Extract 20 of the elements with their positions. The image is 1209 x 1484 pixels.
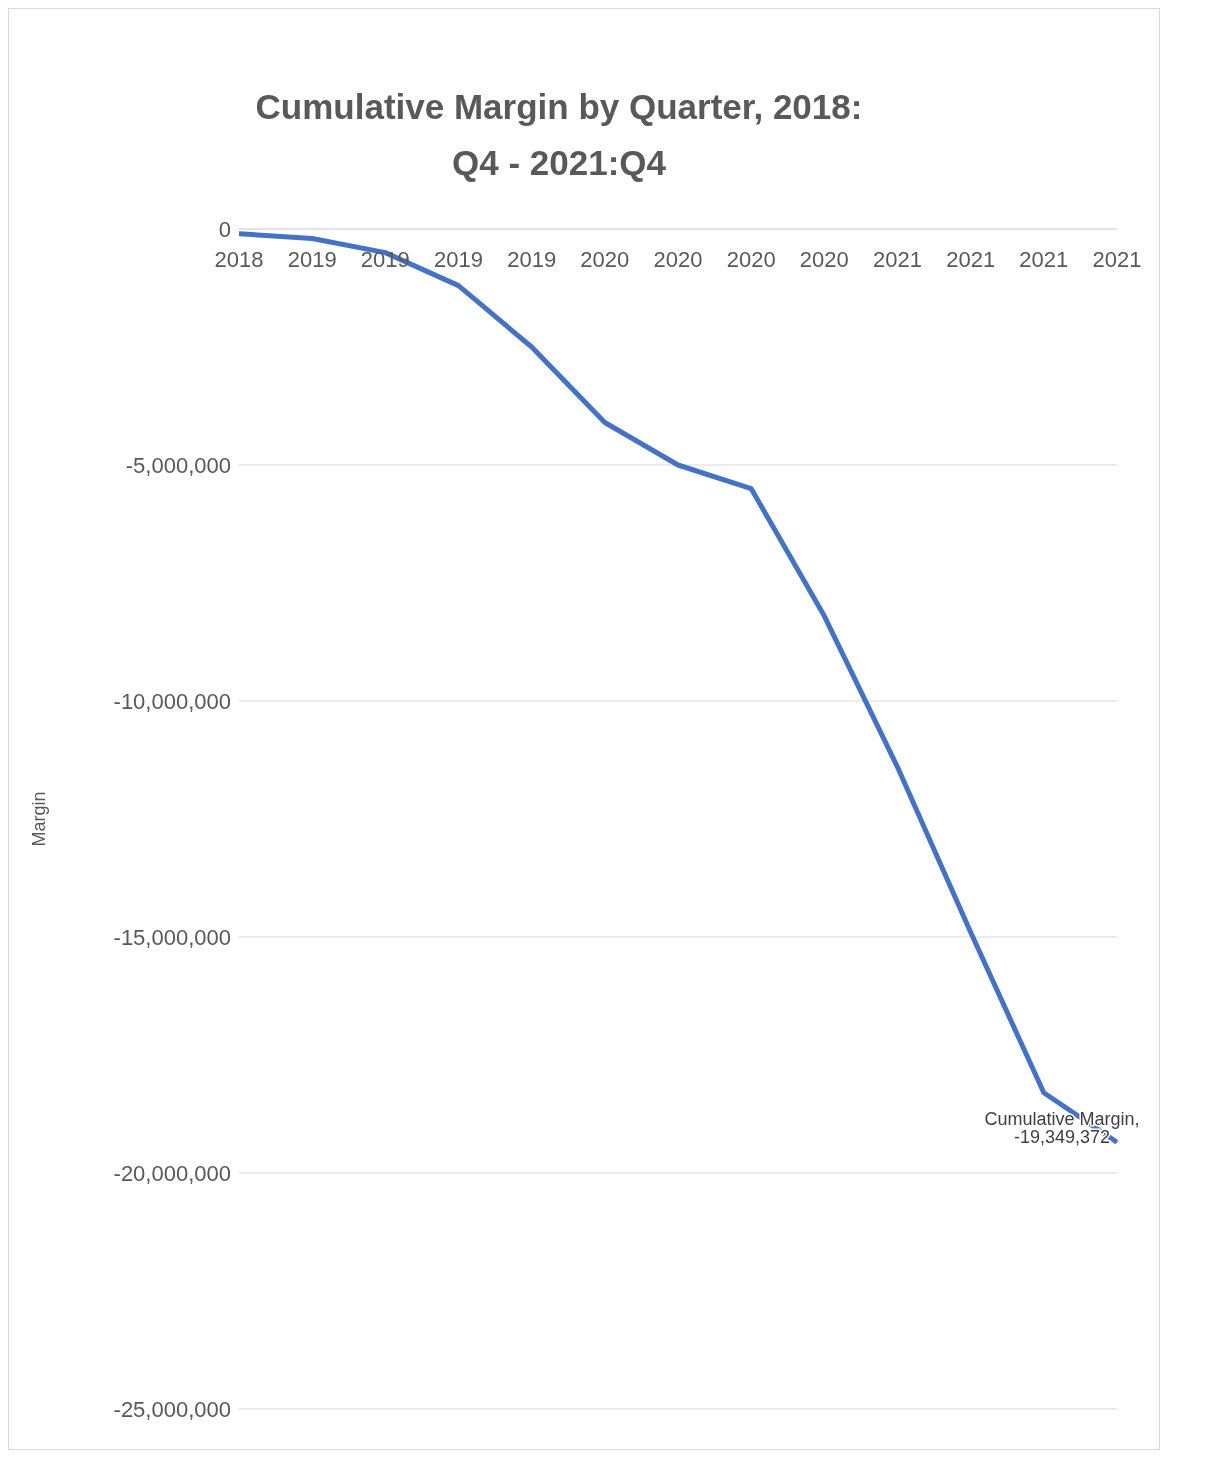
y-tick-label: 0 (218, 216, 231, 242)
x-tick-label: 2020 (653, 247, 703, 272)
x-tick-label: 2021 (1019, 247, 1069, 272)
y-tick-label: -15,000,000 (113, 924, 231, 950)
x-tick-label: 2020 (799, 247, 849, 272)
x-tick-label: 2020 (726, 247, 776, 272)
y-tick-label: -25,000,000 (113, 1396, 231, 1422)
x-tick-label: 2018 (214, 247, 264, 272)
x-tick-label: 2020 (580, 247, 630, 272)
x-tick-label: 2019 (507, 247, 557, 272)
x-tick-label: 2021 (946, 247, 996, 272)
y-tick-label: -5,000,000 (125, 452, 231, 478)
y-tick-label: -10,000,000 (113, 688, 231, 714)
x-tick-label: 2019 (434, 247, 483, 272)
x-tick-label: 2019 (287, 247, 337, 272)
x-tick-label: 2021 (1092, 247, 1142, 272)
chart-title: Cumulative Margin by Quarter, 2018: Q4 - 2021:Q4 (254, 86, 864, 184)
y-axis-title: Margin (29, 791, 50, 847)
x-tick-label: 2021 (873, 247, 922, 272)
y-tick-label: -20,000,000 (113, 1160, 231, 1186)
